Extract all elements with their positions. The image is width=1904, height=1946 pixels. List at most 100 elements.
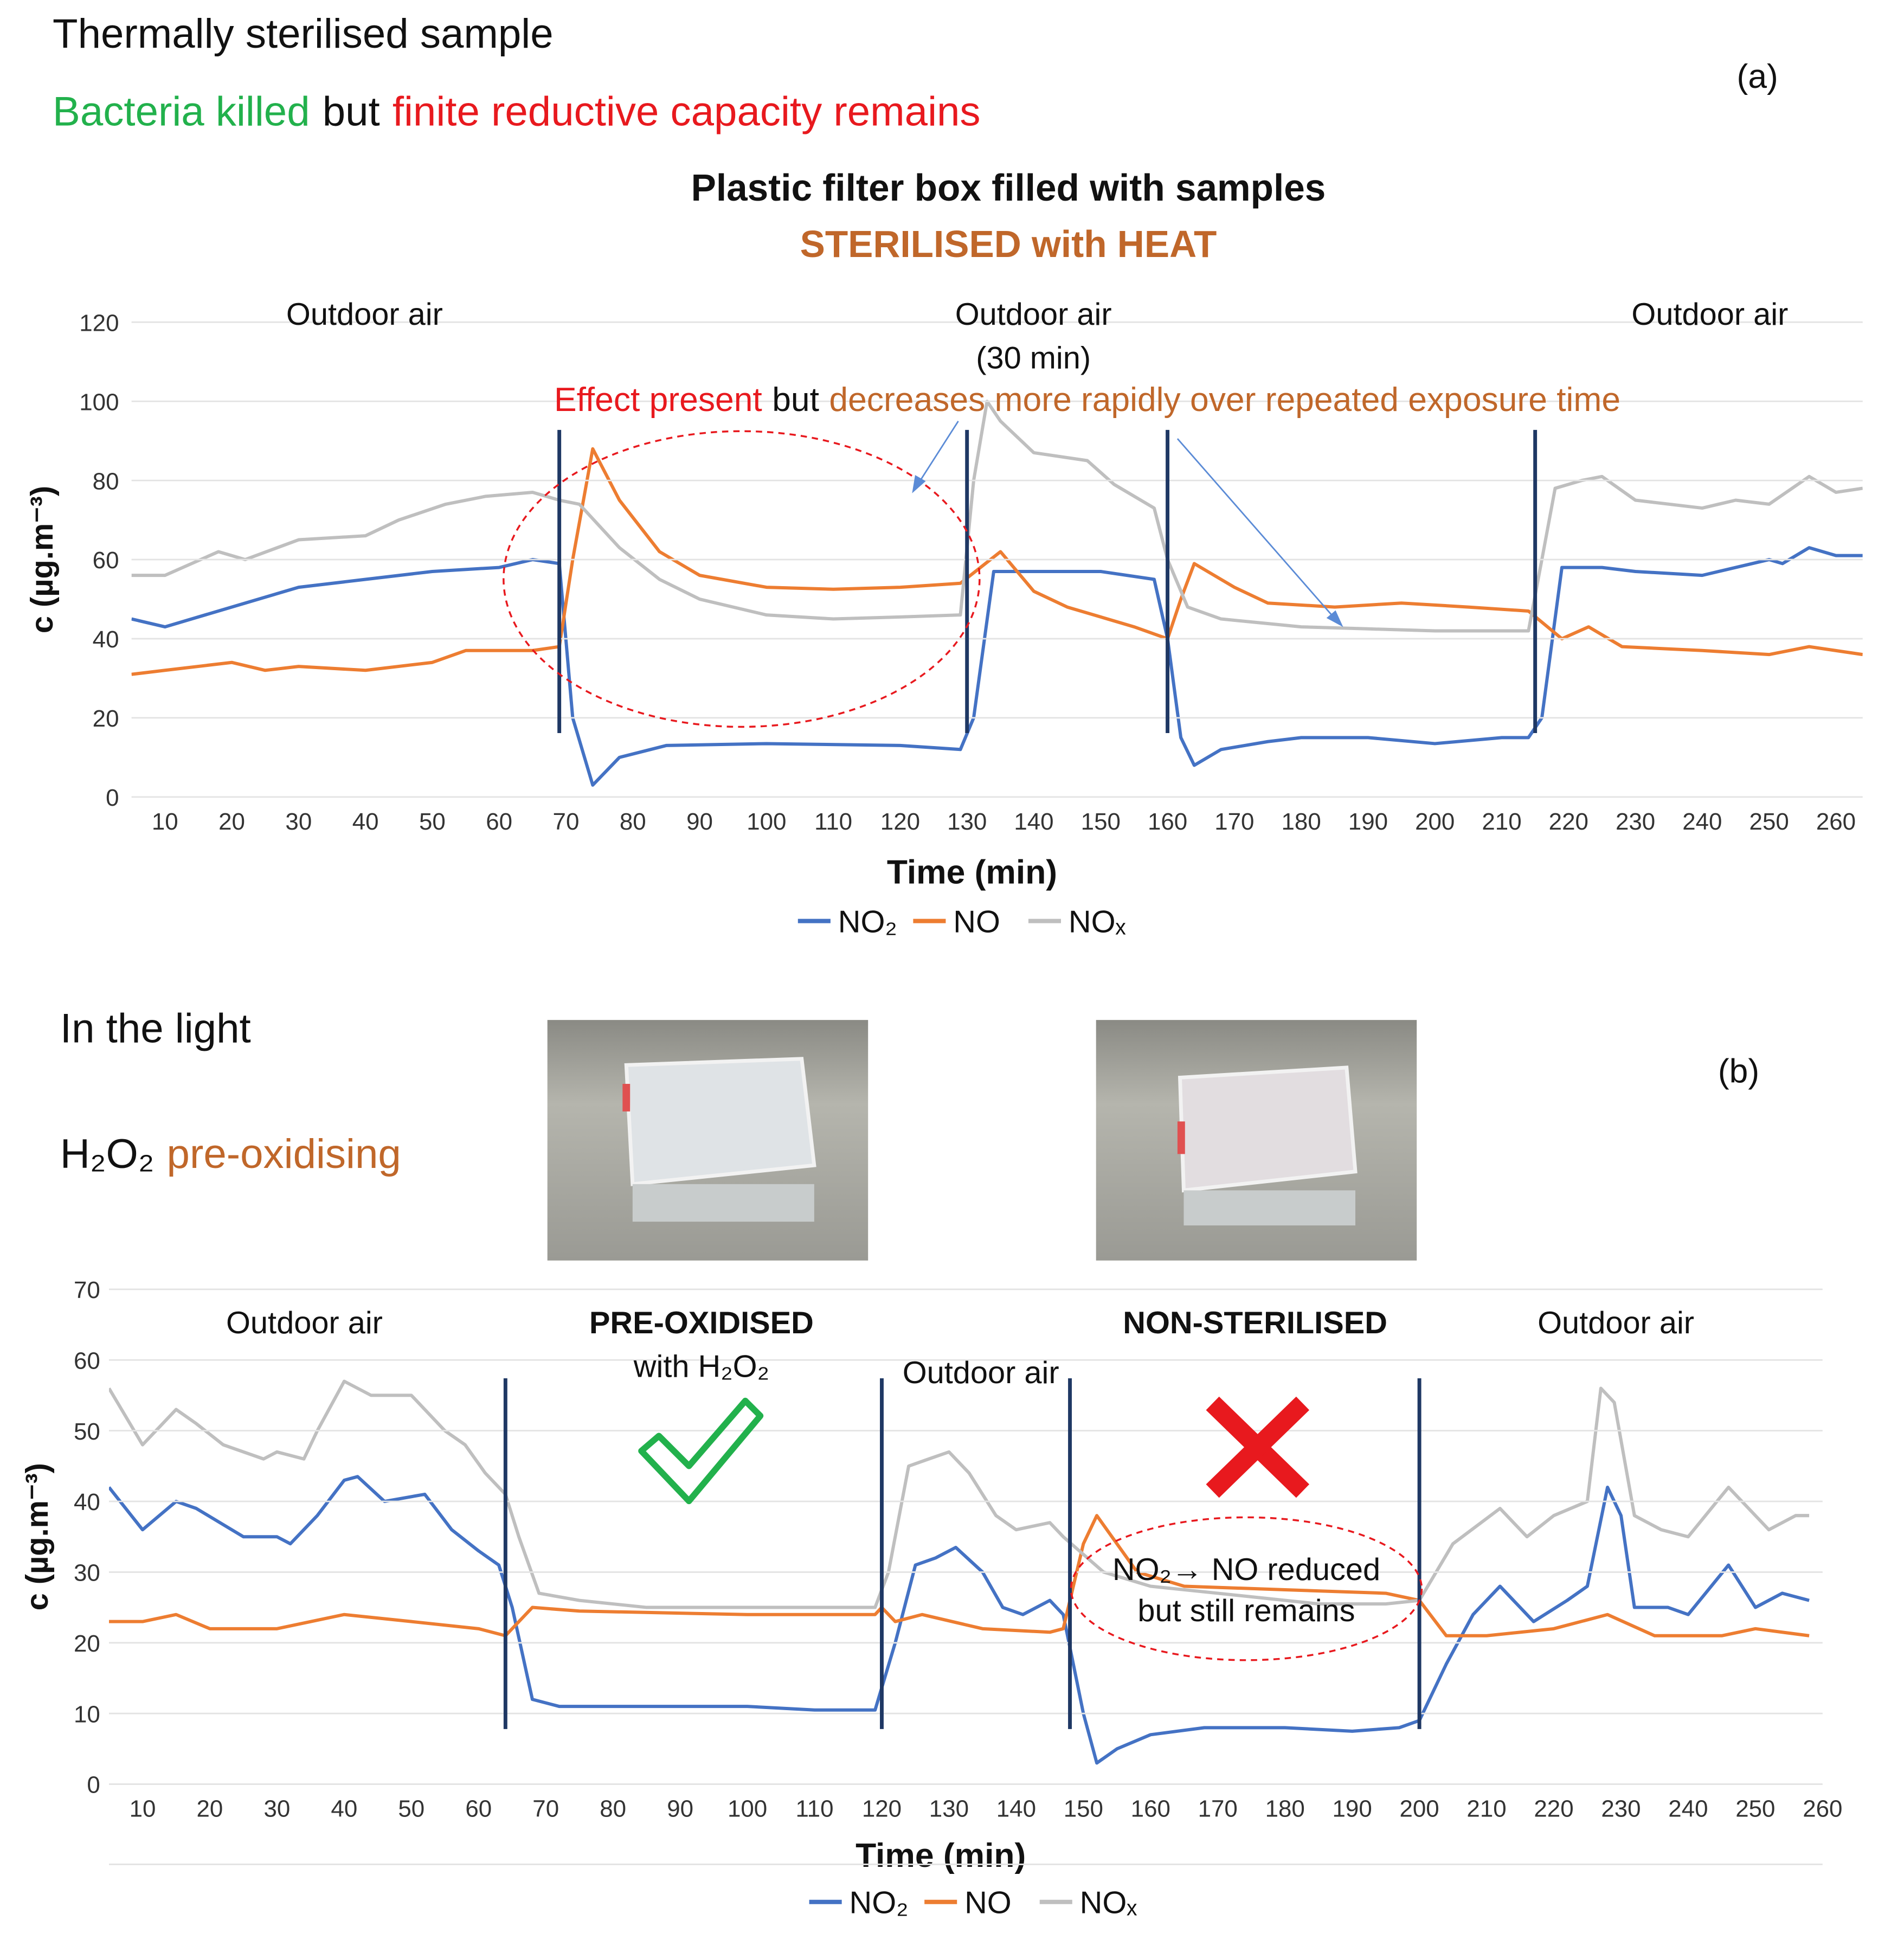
series-line — [131, 447, 1863, 676]
series-line — [131, 400, 1863, 633]
x-axis-label: Time (min) — [887, 853, 1057, 891]
x-tick-label: 10 — [130, 1796, 156, 1822]
heading: In the light — [60, 1006, 251, 1052]
annotation: (30 min) — [976, 341, 1091, 376]
legend-label: NOₓ — [1069, 904, 1126, 939]
x-tick-label: 100 — [747, 808, 786, 835]
x-tick-label: 110 — [814, 808, 852, 835]
annotation: but still remains — [1137, 1594, 1355, 1628]
panel-label: (a) — [1737, 58, 1778, 95]
x-tick-label: 80 — [600, 1796, 626, 1822]
cross-mark — [1206, 1396, 1310, 1498]
x-tick-label: 20 — [197, 1796, 223, 1822]
x-tick-label: 150 — [1064, 1796, 1103, 1822]
x-tick-label: 200 — [1415, 808, 1455, 835]
x-tick-label: 210 — [1482, 808, 1521, 835]
x-tick-label: 50 — [398, 1796, 424, 1822]
x-tick-label: 130 — [947, 808, 987, 835]
x-tick-label: 220 — [1534, 1796, 1573, 1822]
arrows — [912, 420, 1343, 627]
x-tick-label: 170 — [1214, 808, 1254, 835]
annotation: NO₂→ NO reduced — [1112, 1552, 1380, 1587]
y-tick-label: 0 — [87, 1772, 100, 1799]
annotation: Outdoor air — [1538, 1306, 1694, 1340]
subheading-part: finite reductive capacity remains — [393, 88, 981, 134]
y-tick-label: 100 — [79, 389, 119, 415]
panel-label: (b) — [1718, 1053, 1759, 1090]
y-tick-label: 50 — [74, 1418, 100, 1445]
x-tick-label: 240 — [1668, 1796, 1708, 1822]
x-tick-label: 160 — [1131, 1796, 1170, 1822]
x-tick-label: 40 — [352, 808, 379, 835]
y-tick-label: 40 — [74, 1489, 100, 1515]
x-tick-label: 60 — [465, 1796, 492, 1822]
x-tick-label: 110 — [796, 1796, 834, 1822]
y-tick-label: 0 — [106, 785, 119, 811]
subheading: Bacteria killed but finite reductive capac… — [53, 88, 980, 134]
series-line — [109, 1475, 1810, 1765]
x-tick-label: 130 — [929, 1796, 969, 1822]
x-tick-label: 240 — [1682, 808, 1722, 835]
annotation: Outdoor air — [1631, 297, 1788, 332]
x-tick-label: 20 — [218, 808, 245, 835]
highlight-ellipse — [1070, 1516, 1423, 1661]
check-mark — [638, 1397, 764, 1505]
subheading-part: H₂O₂ — [60, 1131, 155, 1177]
x-tick-label: 140 — [1014, 808, 1053, 835]
y-tick-label: 70 — [74, 1277, 100, 1303]
y-tick-label: 80 — [93, 468, 119, 494]
x-tick-label: 250 — [1749, 808, 1789, 835]
x-tick-label: 260 — [1816, 808, 1856, 835]
y-tick-label: 120 — [79, 310, 119, 336]
y-tick-label: 60 — [93, 547, 119, 574]
y-tick-label: 20 — [74, 1630, 100, 1657]
x-tick-label: 230 — [1616, 808, 1655, 835]
x-tick-label: 80 — [620, 808, 646, 835]
annotation: PRE-OXIDISED — [589, 1306, 814, 1340]
x-axis-label: Time (min) — [855, 1837, 1026, 1874]
x-tick-label: 250 — [1735, 1796, 1775, 1822]
x-tick-label: 170 — [1198, 1796, 1238, 1822]
y-tick-label: 10 — [74, 1701, 100, 1727]
y-axis-label: c (µg.m⁻³) — [20, 1463, 55, 1610]
y-tick-label: 40 — [93, 626, 119, 653]
y-tick-label: 20 — [93, 705, 119, 732]
x-tick-label: 200 — [1399, 1796, 1439, 1822]
x-tick-label: 260 — [1803, 1796, 1842, 1822]
heading: Thermally sterilised sample — [53, 11, 554, 57]
annotation: Outdoor air — [226, 1306, 383, 1340]
chart-subtitle: STERILISED with HEAT — [800, 223, 1217, 265]
x-tick-label: 40 — [331, 1796, 357, 1822]
effect-note-part: decreases more rapidly over repeated exp… — [829, 381, 1620, 419]
x-tick-label: 70 — [553, 808, 580, 835]
x-tick-label: 90 — [667, 1796, 693, 1822]
subheading-part: Bacteria killed — [53, 88, 310, 134]
subheading-part: but — [323, 88, 380, 134]
series-line — [131, 546, 1863, 787]
y-tick-label: 60 — [74, 1347, 100, 1374]
legend-label: NO — [964, 1886, 1012, 1921]
x-tick-label: 50 — [419, 808, 446, 835]
x-tick-label: 220 — [1549, 808, 1588, 835]
x-tick-label: 180 — [1282, 808, 1321, 835]
x-tick-label: 190 — [1333, 1796, 1372, 1822]
x-tick-label: 210 — [1466, 1796, 1506, 1822]
effect-note-part: but — [772, 381, 819, 419]
x-tick-label: 30 — [285, 808, 312, 835]
plot-area — [131, 400, 1863, 787]
annotation: Outdoor air — [286, 297, 443, 332]
effect-note-part: Effect present — [554, 381, 762, 419]
x-tick-label: 160 — [1148, 808, 1187, 835]
highlight-ellipse — [503, 430, 981, 728]
x-tick-label: 30 — [263, 1796, 290, 1822]
subheading: H₂O₂ pre-oxidising — [60, 1131, 401, 1177]
legend-label: NO₂ — [838, 904, 897, 939]
x-tick-label: 230 — [1601, 1796, 1641, 1822]
x-tick-label: 190 — [1348, 808, 1388, 835]
x-tick-label: 150 — [1081, 808, 1121, 835]
series-line — [109, 1514, 1810, 1637]
effect-note: Effect present but decreases more rapidly … — [554, 381, 1620, 419]
x-tick-label: 60 — [486, 808, 512, 835]
y-axis-label: c (µg.m⁻³) — [25, 486, 60, 633]
